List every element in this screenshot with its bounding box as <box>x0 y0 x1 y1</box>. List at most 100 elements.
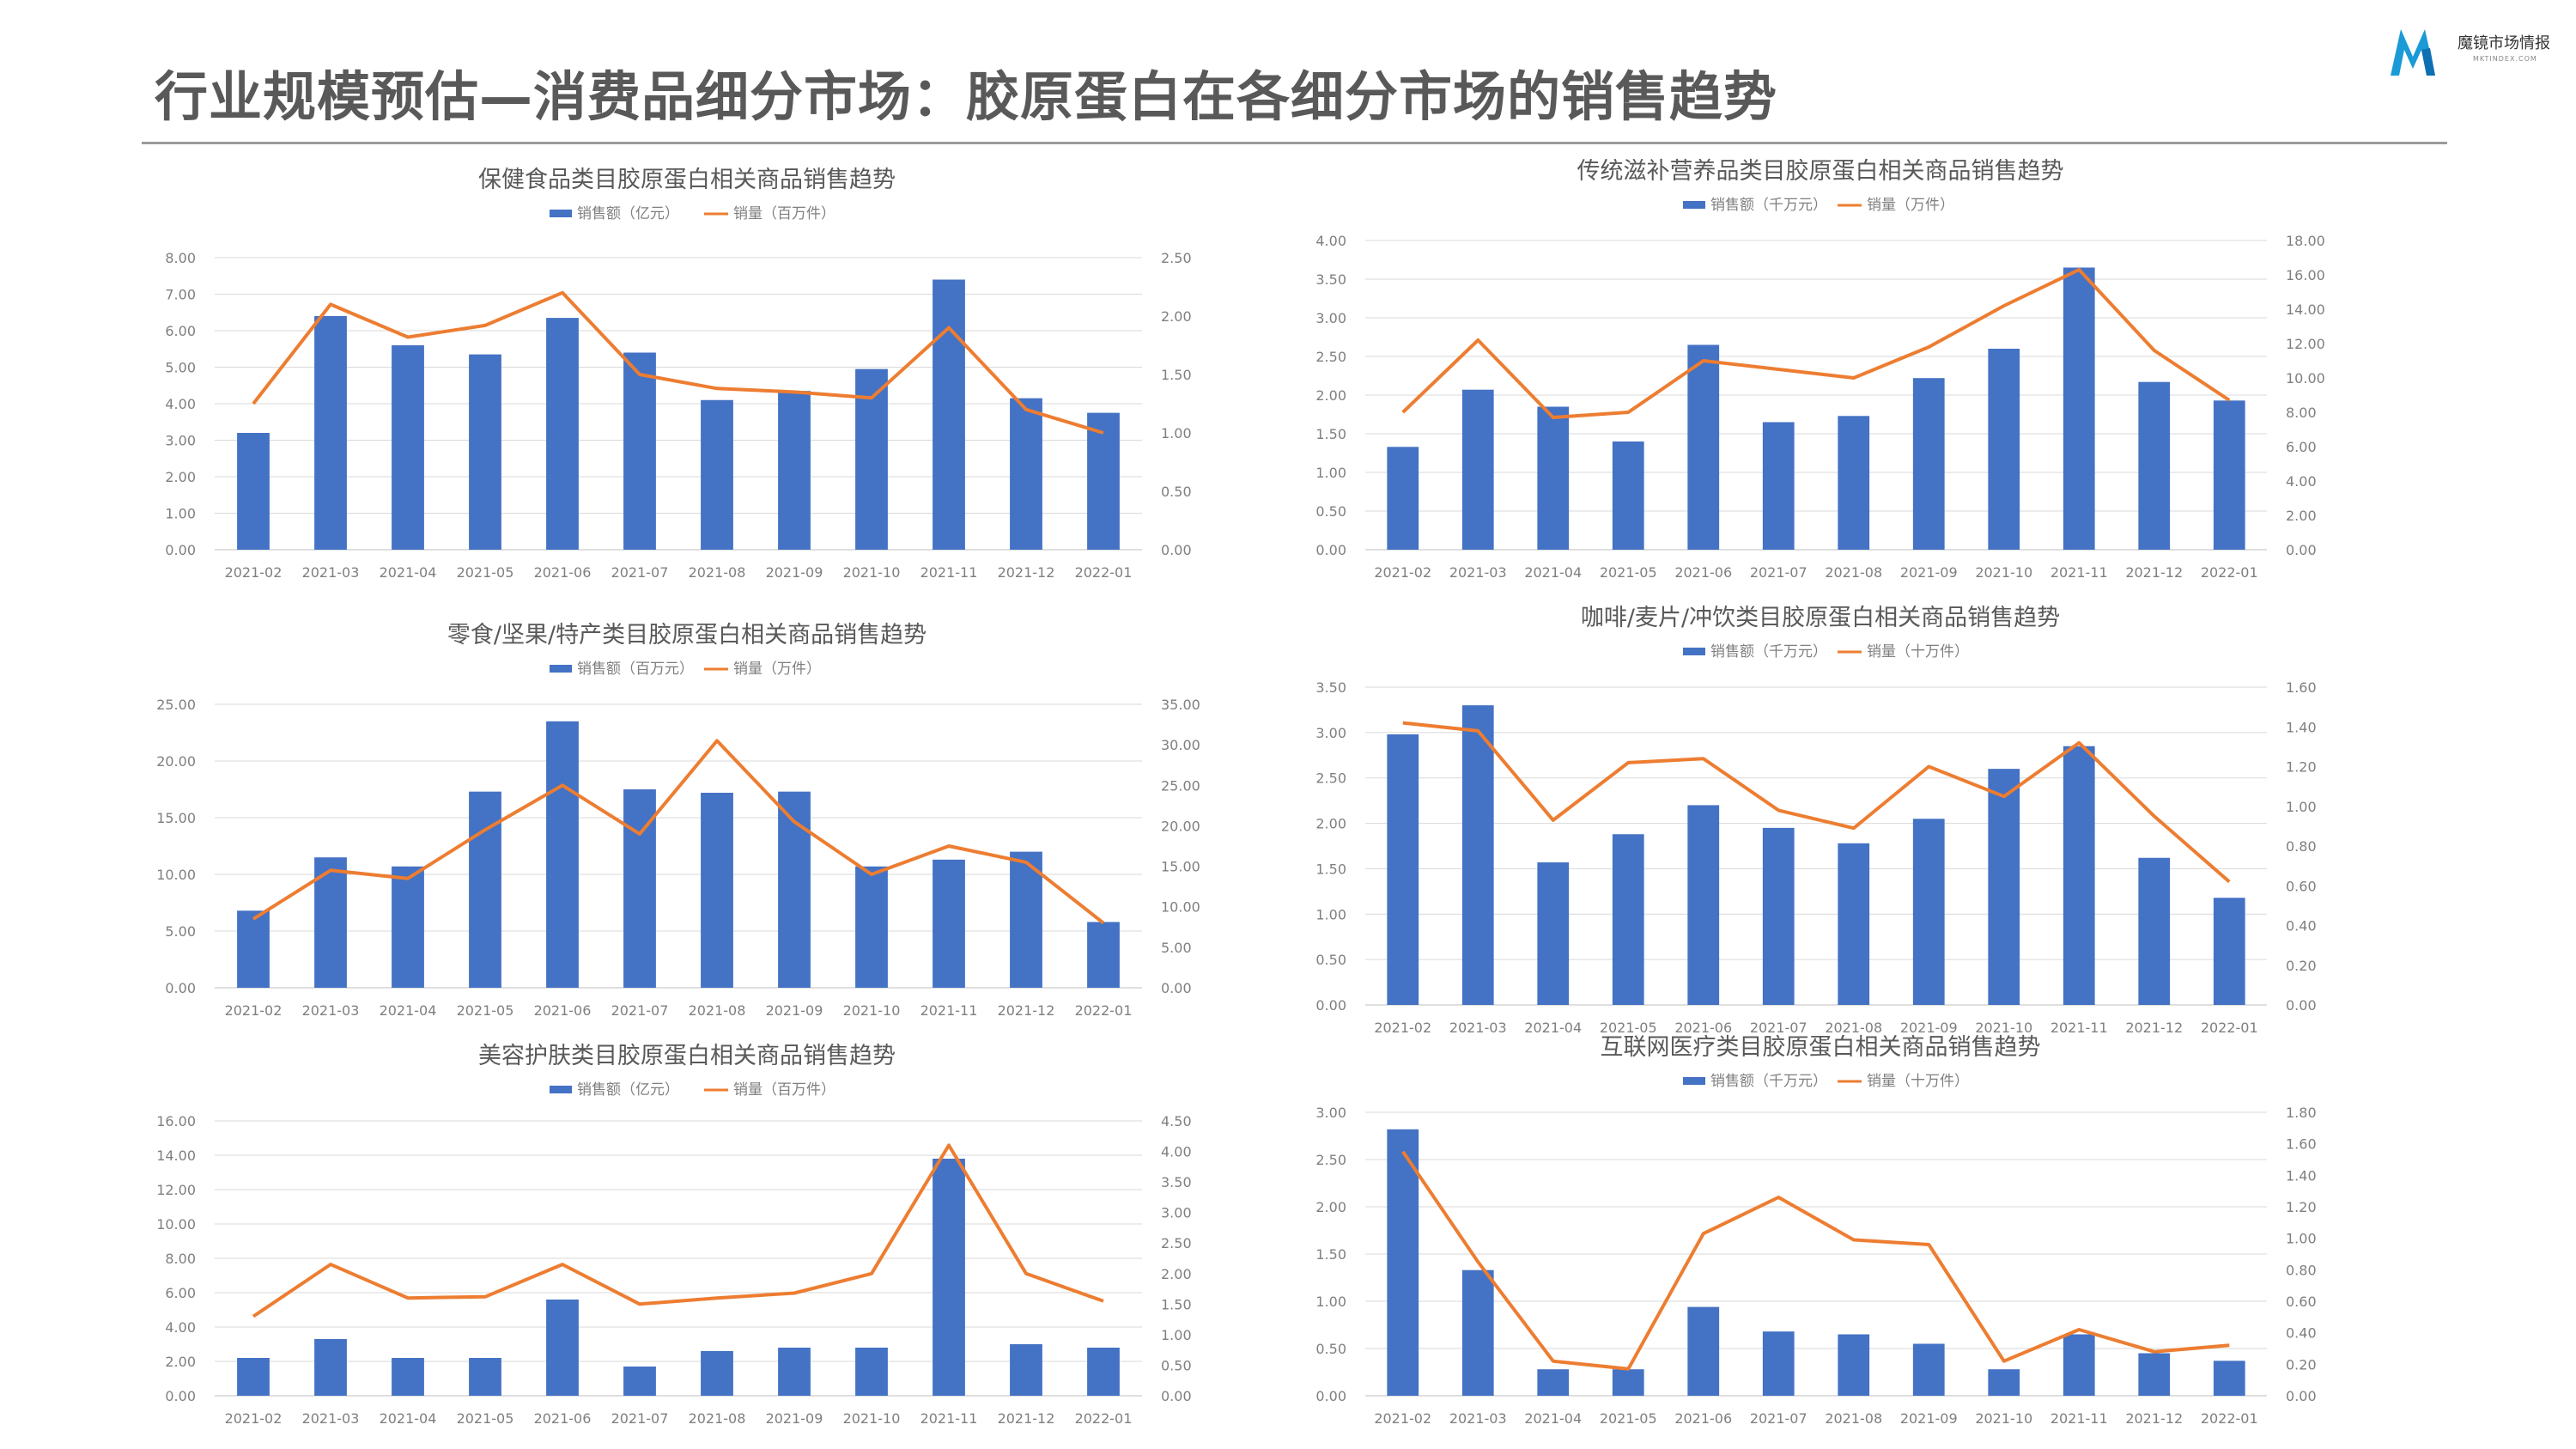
legend-label-sales: 销售额（千万元） <box>1710 1073 1827 1090</box>
bar-sales <box>1461 705 1494 1005</box>
bar-sales <box>2213 898 2245 1005</box>
y-tick-label-right: 5.00 <box>1161 940 1192 956</box>
line-volume <box>1401 268 2231 419</box>
x-tick-label: 2021-08 <box>689 1002 746 1019</box>
x-tick-label: 2021-11 <box>920 1410 978 1427</box>
x-tick-label: 2021-04 <box>380 564 437 581</box>
x-tick-label: 2021-10 <box>1975 564 2032 581</box>
y-tick-label-right: 4.00 <box>2286 473 2317 490</box>
bar-sales <box>1010 851 1042 988</box>
y-tick-label-right: 0.50 <box>1161 1357 1192 1373</box>
x-tick-label: 2021-07 <box>611 1410 669 1427</box>
x-tick-label: 2021-02 <box>1374 1410 1431 1427</box>
x-tick-label: 2021-04 <box>1524 1410 1582 1427</box>
x-tick-label: 2022-01 <box>2201 564 2258 581</box>
x-tick-label: 2021-07 <box>611 1002 669 1019</box>
bar-sales <box>701 1351 733 1396</box>
y-tick-label-right: 25.00 <box>1161 777 1200 794</box>
x-tick-label: 2021-06 <box>534 1002 592 1019</box>
y-tick-label-left: 3.00 <box>1315 310 1346 326</box>
legend-label-sales: 销售额（千万元） <box>1710 197 1827 214</box>
y-tick-label-left: 0.50 <box>1315 1341 1346 1357</box>
bar-sales <box>1461 389 1494 550</box>
x-tick-label: 2021-08 <box>689 564 746 581</box>
y-tick-label-right: 0.00 <box>2286 997 2317 1014</box>
y-tick-label-right: 1.00 <box>2286 1231 2317 1247</box>
y-tick-label-right: 0.80 <box>2286 838 2317 855</box>
title-divider <box>142 142 2447 144</box>
bar-sales <box>1988 1369 2020 1396</box>
y-tick-label-right: 0.00 <box>1161 542 1192 558</box>
y-tick-label-right: 0.40 <box>2286 918 2317 935</box>
bar-sales <box>546 318 579 550</box>
bar-sales <box>469 1358 501 1396</box>
bar-sales <box>1762 827 1795 1005</box>
chart-legend: 销售额（千万元） 销量（万件） <box>1683 197 1954 214</box>
x-tick-label: 2021-06 <box>1674 564 1732 581</box>
chart-title: 互联网医疗类目胶原蛋白相关商品销售趋势 <box>1601 1034 2041 1061</box>
brand-logo-icon <box>2391 29 2435 76</box>
y-tick-label-left: 8.00 <box>165 250 196 266</box>
y-tick-label-right: 0.00 <box>1161 1388 1192 1404</box>
x-tick-label: 2021-05 <box>1600 1410 1657 1427</box>
bar-sales <box>855 866 888 988</box>
legend-bar-swatch <box>1683 1077 1705 1085</box>
y-tick-label-left: 3.00 <box>1315 725 1346 741</box>
bar-sales <box>2138 381 2171 550</box>
x-tick-label: 2021-03 <box>1449 1410 1507 1427</box>
y-tick-label-left: 4.00 <box>1315 233 1346 249</box>
y-tick-label-right: 0.00 <box>2286 542 2317 558</box>
chart-legend: 销售额（千万元） 销量（十万件） <box>1683 1073 1969 1090</box>
x-tick-label: 2021-04 <box>1524 1020 1582 1036</box>
y-tick-label-right: 10.00 <box>2286 370 2325 387</box>
bar-sales <box>1010 1344 1042 1396</box>
y-tick-label-left: 12.00 <box>156 1182 196 1198</box>
y-tick-label-right: 0.50 <box>1161 484 1192 500</box>
x-tick-label: 2021-12 <box>2125 1410 2183 1427</box>
legend-label-volume: 销量（百万件） <box>733 1081 835 1099</box>
y-tick-label-right: 1.20 <box>2286 1199 2317 1215</box>
y-tick-label-left: 16.00 <box>156 1113 196 1129</box>
y-tick-label-right: 0.20 <box>2286 958 2317 974</box>
y-tick-label-left: 1.50 <box>1315 426 1346 442</box>
y-tick-label-left: 8.00 <box>165 1251 196 1267</box>
x-tick-label: 2021-10 <box>843 1002 901 1019</box>
legend-label-sales: 销售额（千万元） <box>1710 643 1827 661</box>
bar-sales <box>392 345 424 550</box>
y-tick-label-left: 1.00 <box>1315 1294 1346 1310</box>
x-tick-label: 2021-04 <box>380 1410 437 1427</box>
y-tick-label-right: 1.60 <box>2286 1136 2317 1153</box>
bar-sales <box>2213 1361 2245 1396</box>
y-tick-label-left: 10.00 <box>156 867 196 883</box>
y-tick-label-right: 2.50 <box>1161 250 1192 266</box>
bar-sales <box>1387 734 1419 1005</box>
y-tick-label-left: 4.00 <box>165 396 196 412</box>
x-tick-label: 2021-09 <box>766 1410 823 1427</box>
y-tick-label-right: 1.60 <box>2286 679 2317 696</box>
x-tick-label: 2021-11 <box>2050 564 2108 581</box>
x-tick-label: 2021-04 <box>380 1002 437 1019</box>
x-tick-label: 2021-03 <box>302 1002 360 1019</box>
chart-legend: 销售额（千万元） 销量（十万件） <box>1683 643 1969 661</box>
x-tick-label: 2021-09 <box>1900 564 1958 581</box>
bar-sales <box>237 910 270 988</box>
bar-sales <box>1762 1331 1795 1396</box>
bar-sales <box>778 391 811 550</box>
y-tick-label-left: 5.00 <box>165 360 196 376</box>
y-tick-label-left: 0.50 <box>1315 503 1346 520</box>
x-tick-label: 2021-02 <box>1374 1020 1431 1036</box>
y-tick-label-left: 0.00 <box>1315 1388 1346 1404</box>
y-tick-label-right: 6.00 <box>2286 439 2317 455</box>
bar-sales <box>701 399 733 550</box>
x-tick-label: 2021-02 <box>1374 564 1431 581</box>
bar-sales <box>237 1358 270 1396</box>
y-tick-label-left: 1.00 <box>1315 465 1346 481</box>
x-tick-label: 2021-05 <box>457 1410 514 1427</box>
bar-sales <box>1762 422 1795 550</box>
y-tick-label-left: 3.50 <box>1315 271 1346 288</box>
y-tick-label-right: 4.50 <box>1161 1113 1192 1129</box>
y-tick-label-right: 1.50 <box>1161 367 1192 383</box>
legend-label-sales: 销售额（亿元） <box>577 1081 679 1099</box>
